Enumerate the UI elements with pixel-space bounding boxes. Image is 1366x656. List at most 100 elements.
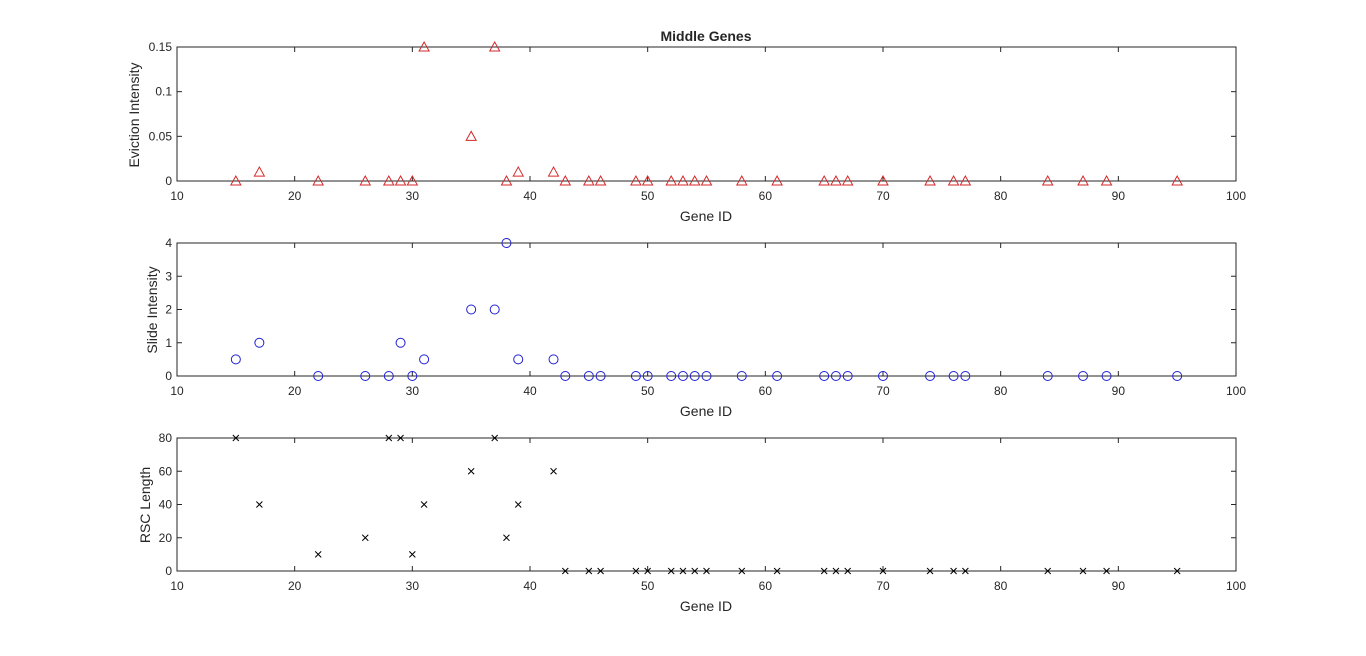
eviction-intensity-panel: Middle Genes Gene ID Eviction Intensity …: [126, 28, 1246, 224]
data-point: [595, 371, 606, 381]
data-point: [550, 467, 557, 475]
x-tick-label: 100: [1226, 384, 1246, 398]
data-point: [513, 354, 524, 365]
data-point: [408, 551, 416, 558]
data-point: [771, 174, 783, 186]
x-tick-label: 90: [1112, 189, 1126, 203]
x-tick-label: 60: [759, 189, 773, 203]
data-point: [385, 434, 393, 442]
data-point: [947, 174, 960, 186]
data-point: [547, 166, 560, 177]
x-tick-label: 100: [1226, 189, 1246, 203]
data-point: [1079, 567, 1087, 575]
data-point: [406, 174, 419, 186]
data-point: [1172, 371, 1183, 381]
data-point: [962, 567, 969, 575]
data-point: [700, 174, 713, 186]
data-point: [501, 238, 512, 248]
x-tick-label: 40: [523, 384, 537, 398]
data-point: [360, 371, 371, 381]
data-point: [594, 174, 607, 186]
data-point: [467, 467, 475, 475]
data-point: [630, 174, 642, 186]
data-point: [1041, 174, 1054, 186]
data-point: [314, 551, 322, 558]
data-point: [667, 567, 675, 575]
data-point: [689, 371, 700, 381]
x-tick-label: 30: [406, 189, 420, 203]
data-point: [666, 371, 677, 381]
data-point: [419, 354, 430, 365]
data-point: [383, 371, 394, 381]
data-point: [842, 371, 853, 381]
data-point: [830, 174, 842, 186]
y-axis-label: Eviction Intensity: [126, 62, 142, 167]
x-axis-label: Gene ID: [680, 403, 732, 419]
data-point: [597, 567, 604, 575]
y-tick-label: 20: [159, 531, 173, 545]
x-tick-label: 80: [994, 579, 1008, 593]
data-point: [644, 567, 652, 575]
data-point: [397, 434, 404, 442]
x-tick-label: 60: [759, 579, 773, 593]
data-point: [818, 174, 831, 186]
data-point: [677, 371, 688, 381]
data-point: [772, 371, 783, 381]
y-tick-label: 1: [165, 336, 172, 350]
y-axis-label: RSC Length: [137, 467, 153, 543]
data-point: [418, 40, 430, 52]
y-tick-label: 4: [165, 236, 172, 250]
x-axis-label: Gene ID: [680, 208, 732, 224]
data-point: [1101, 371, 1112, 381]
data-point: [394, 174, 407, 186]
data-point: [559, 174, 572, 186]
data-point: [548, 354, 559, 365]
data-point: [382, 174, 395, 186]
y-tick-label: 0: [165, 564, 172, 578]
y-tick-label: 3: [165, 269, 172, 283]
data-point: [466, 304, 477, 315]
x-tick-label: 10: [170, 189, 184, 203]
data-point: [819, 371, 830, 381]
data-point: [230, 354, 241, 365]
data-point: [642, 371, 653, 381]
data-point: [582, 174, 595, 186]
data-point: [229, 174, 242, 186]
data-point: [395, 337, 406, 348]
data-point: [701, 371, 712, 381]
data-point: [677, 174, 689, 186]
y-tick-label: 0: [165, 369, 172, 383]
x-tick-label: 20: [288, 579, 302, 593]
data-point: [256, 501, 263, 508]
data-point: [583, 371, 594, 381]
x-tick-label: 50: [641, 384, 655, 398]
data-point: [232, 434, 240, 442]
data-point: [820, 567, 828, 575]
x-tick-label: 20: [288, 384, 302, 398]
y-tick-label: 80: [159, 431, 173, 445]
data-point: [420, 501, 428, 508]
y-tick-label: 0: [165, 174, 172, 188]
data-point: [736, 371, 747, 381]
x-tick-label: 50: [641, 189, 655, 203]
data-point: [500, 174, 513, 186]
data-point: [560, 371, 571, 381]
data-point: [359, 174, 372, 186]
data-point: [254, 337, 265, 348]
data-point: [959, 174, 972, 186]
data-point: [735, 174, 748, 186]
plot-area: [176, 46, 1237, 182]
data-point: [1078, 371, 1089, 381]
data-point: [514, 501, 522, 508]
data-point: [1171, 174, 1184, 186]
data-point: [489, 304, 500, 315]
rsc-length-panel: Gene ID RSC Length 10 20 30 40 50 60 70 80 90 100…: [137, 431, 1246, 614]
x-tick-label: 20: [288, 189, 302, 203]
data-point: [632, 567, 640, 575]
data-point: [878, 371, 888, 381]
data-point: [312, 174, 325, 186]
data-point: [491, 434, 499, 442]
data-point: [830, 371, 841, 381]
data-point: [879, 567, 887, 575]
